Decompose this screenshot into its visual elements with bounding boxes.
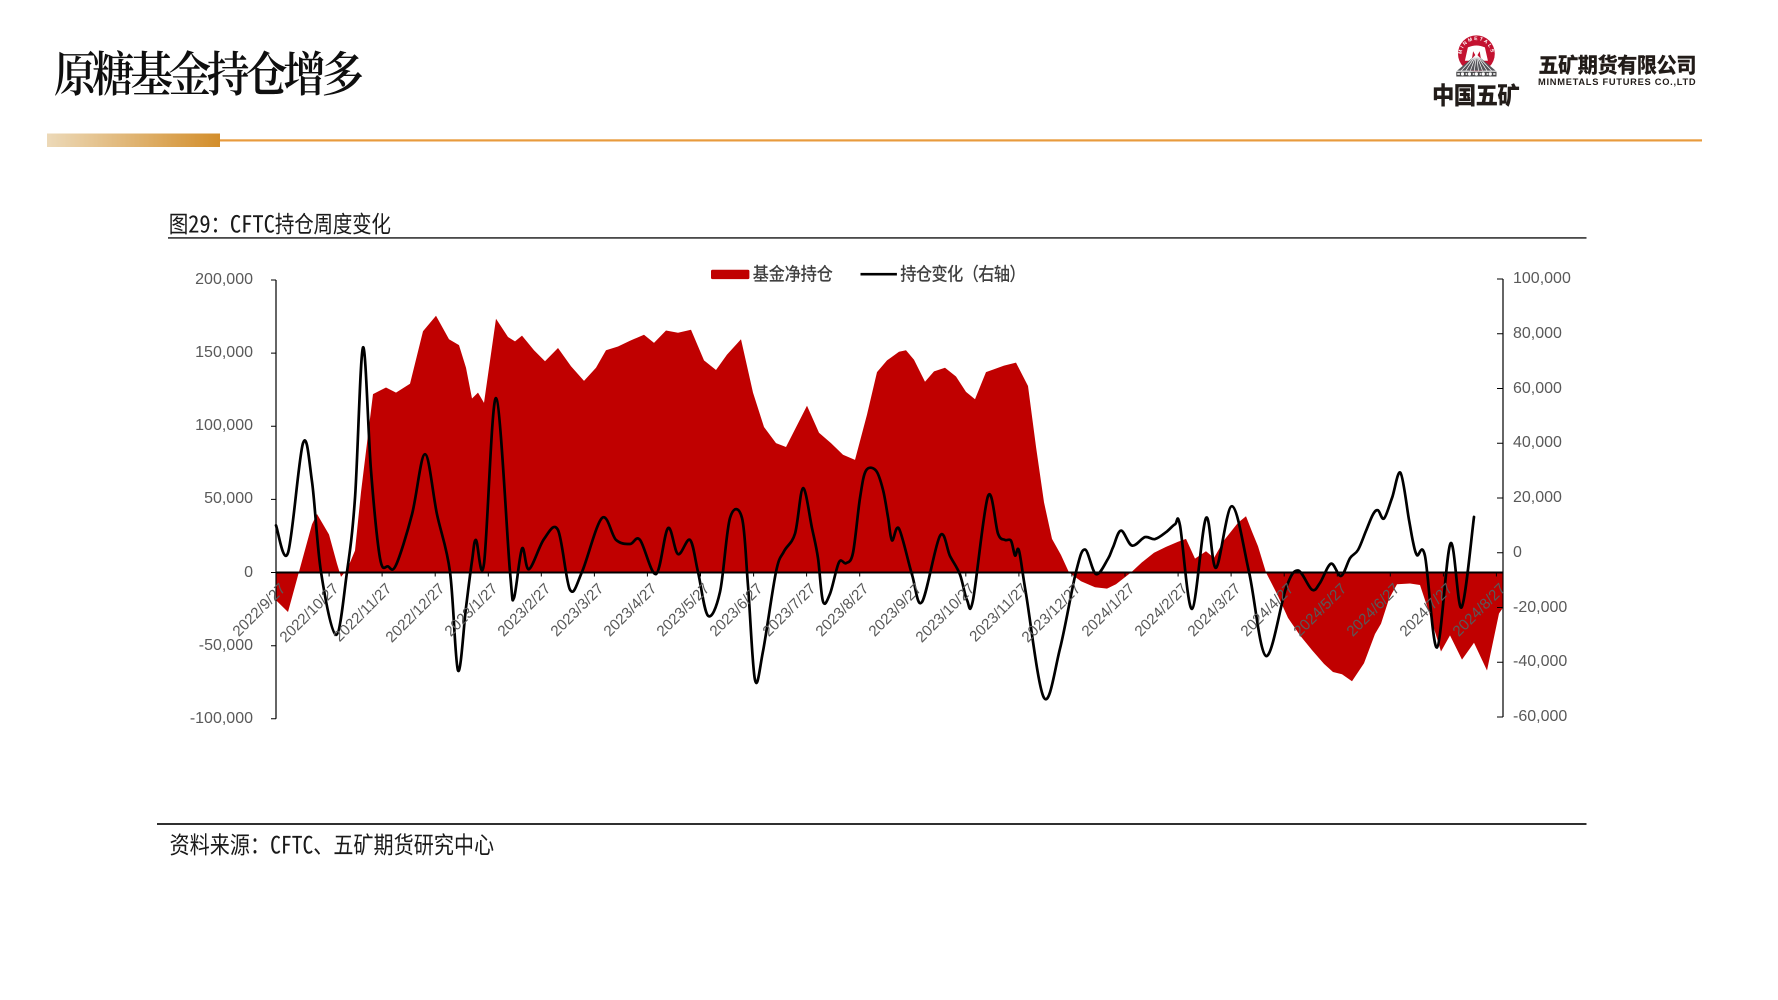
- svg-text:MINMETALS FUTURES CO.,LTD: MINMETALS FUTURES CO.,LTD: [1538, 77, 1696, 87]
